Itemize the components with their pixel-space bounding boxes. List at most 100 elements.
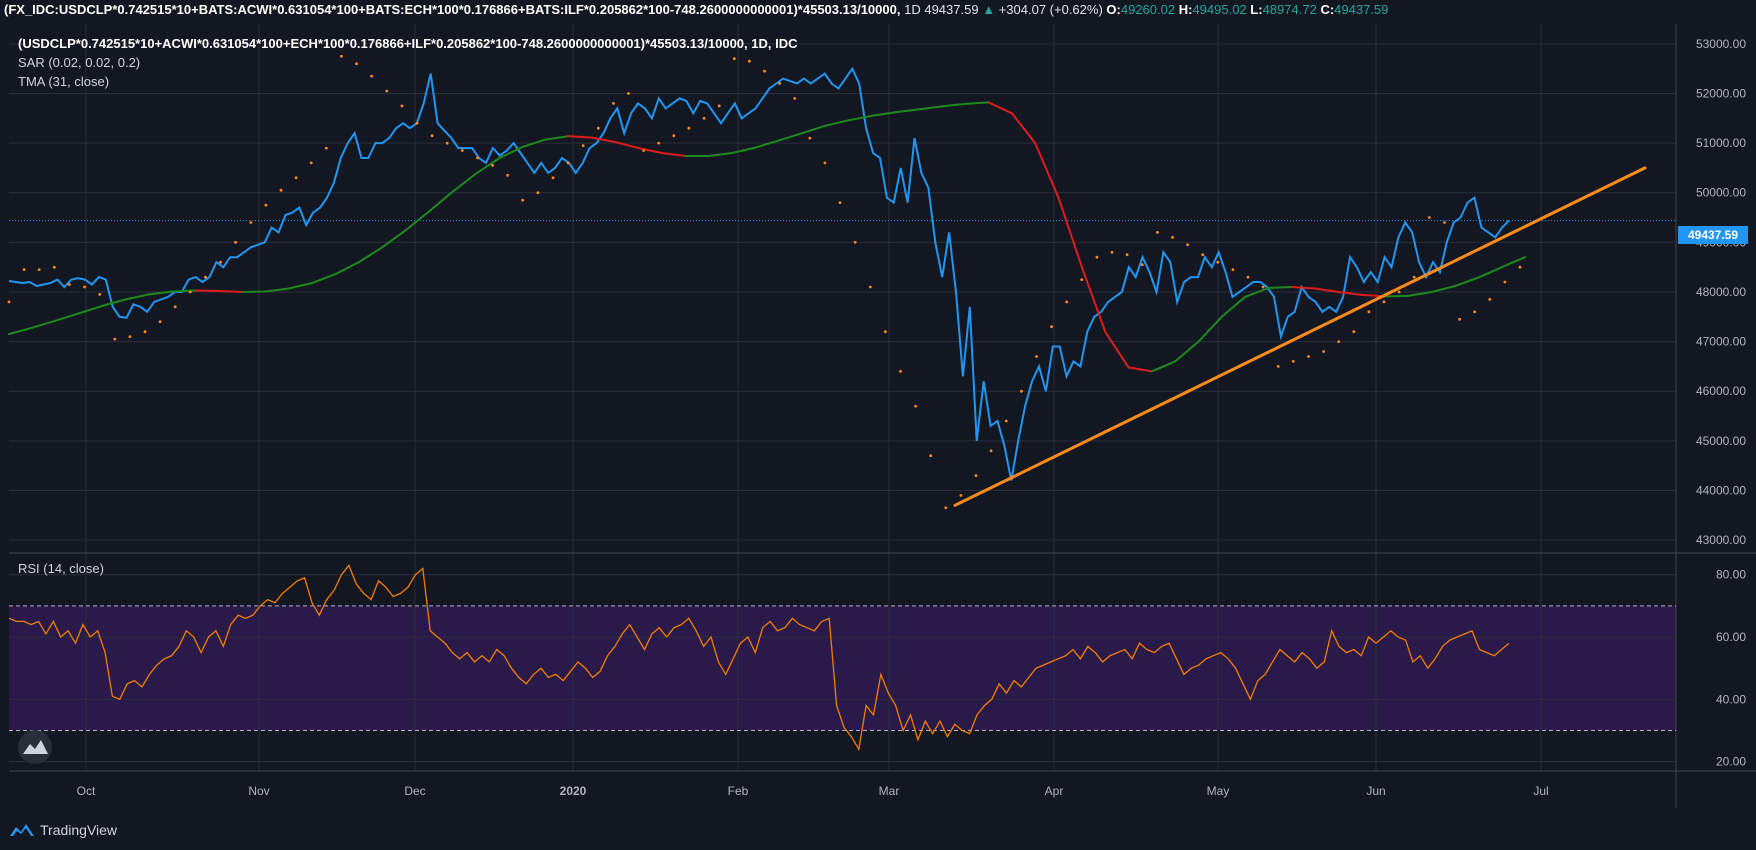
sar-dot [1004,419,1008,423]
price-axis-label: 46000.00 [1696,384,1746,398]
sar-dot [1518,265,1522,269]
tma-segment [1407,291,1433,297]
rsi-axis-label: 80.00 [1716,568,1746,582]
brand-label: TradingView [40,822,118,838]
sar-dot [52,265,56,269]
tma-segment [1127,366,1153,373]
tradingview-brand[interactable]: TradingView [8,821,117,839]
sar-dot [566,161,570,165]
tma-segment [1337,291,1363,296]
tma-segment [497,146,524,160]
price-axis-label: 51000.00 [1696,136,1746,150]
time-axis-label: Nov [248,784,269,798]
time-axis-label: Jul [1533,784,1548,798]
sar-dot [1382,300,1386,304]
tma-segment [217,290,244,293]
sar-dot [340,54,343,58]
rsi-legend[interactable]: RSI (14, close) [18,561,104,576]
tma-segment [940,102,967,108]
sar-dot [1095,255,1099,259]
sar-dot [1050,325,1053,329]
time-axis-label: May [1207,784,1230,798]
tma-segment [1314,287,1340,293]
sar-dot [98,293,102,296]
sar-dot [204,275,207,279]
sar-dot [868,285,872,289]
sar-dot [324,146,328,150]
sar-dot [143,330,147,334]
footer-bar [0,813,1756,850]
tma-segment [357,246,384,264]
sar-dot [1412,275,1416,279]
sar-dot [264,203,268,207]
sar-dot [1367,310,1371,314]
tma-segment [241,290,267,293]
sar-dot [1035,355,1038,358]
tma-segment [591,136,617,144]
price-axis-label: 48000.00 [1696,285,1746,299]
tma-segment [801,124,827,135]
sar-dot [1156,231,1159,234]
sar-dot [22,268,26,271]
low-label: L: [1250,2,1263,17]
tma-legend[interactable]: TMA (31, close) [18,74,110,89]
sar-dot [128,335,132,338]
tma-segment [987,101,1013,115]
time-axis-label: Jun [1366,784,1385,798]
tma-segment [847,114,873,122]
sar-dot [823,161,827,165]
tma-segment [567,135,594,139]
sar-dot [1337,340,1341,343]
sar-dot [1397,290,1401,294]
tma-segment [824,119,850,127]
sar-dot [838,201,842,205]
tma-segment [1150,360,1177,373]
price-axis-label: 47000.00 [1696,335,1746,349]
tma-segment [474,157,500,175]
price-axis-label: 45000.00 [1696,434,1746,448]
sar-dot [1216,260,1220,264]
sar-dot [1443,221,1446,224]
sar-dot [521,198,525,202]
tma-segment [1174,340,1200,363]
sar-dot [1020,389,1023,393]
tma-segment [1267,286,1293,289]
sar-dot [1427,216,1431,219]
sar-dot [944,506,948,510]
tma-segment [637,147,663,154]
tma-segment [1080,266,1107,333]
tma-segment [754,139,780,149]
tma-segment [8,326,34,336]
sar-dot [370,74,373,78]
sar-dot [355,62,358,66]
interval-label[interactable]: 1D [904,2,921,17]
sar-dot [1473,310,1477,314]
tma-segment [544,135,570,141]
sar-dot [763,69,766,73]
sar-dot [657,141,661,145]
sar-dot [188,290,192,294]
series-legend[interactable]: (USDCLP*0.742515*10+ACWI*0.631054*100+EC… [18,36,798,51]
tma-segment [1454,276,1480,287]
tma-segment [917,105,943,111]
sar-dot [808,136,812,140]
rsi-axis-label: 20.00 [1716,755,1746,769]
sar-dot [1125,253,1129,257]
time-axis-label: Oct [77,784,96,798]
symbol-title[interactable]: (FX_IDC:USDCLP*0.742515*10+BATS:ACWI*0.6… [4,2,901,17]
sar-dot [1080,278,1084,281]
tma-segment [964,101,990,105]
tma-segment [871,111,897,117]
tma-segment [1104,330,1130,369]
sar-dot [1307,355,1310,358]
tma-segment [171,289,197,293]
last-price-tag: 49437.59 [1678,226,1748,244]
sar-dot [929,454,933,458]
time-axis-label: 2020 [560,784,587,798]
sar-legend[interactable]: SAR (0.02, 0.02, 0.2) [18,55,141,70]
tma-segment [661,152,687,157]
sar-dot [974,474,978,477]
tma-segment [287,282,314,290]
